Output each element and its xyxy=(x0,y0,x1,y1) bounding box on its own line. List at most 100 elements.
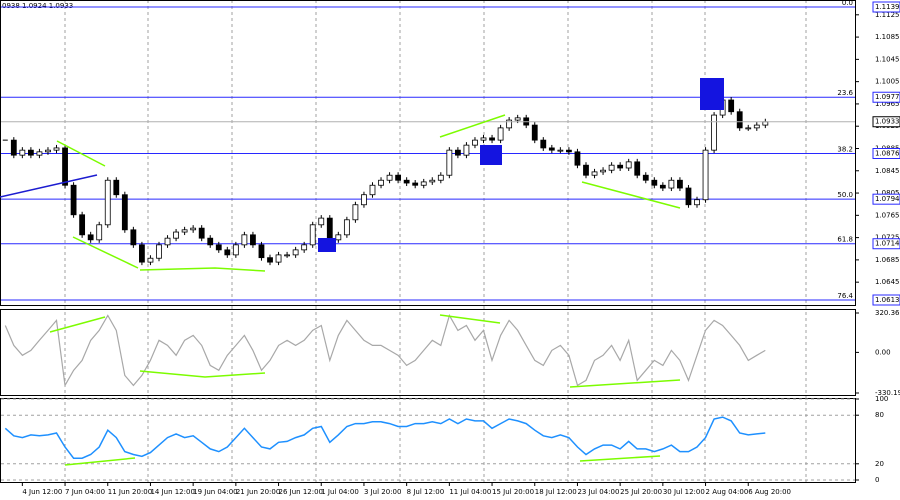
x-tick-label: 7 Jun 04:00 xyxy=(65,488,105,496)
price-label: 1.1139 xyxy=(875,3,900,11)
current-price-box xyxy=(872,116,900,128)
y-tick-label: 0 xyxy=(875,476,879,484)
candle xyxy=(420,181,427,186)
candle xyxy=(19,149,26,156)
signal-box xyxy=(700,78,724,110)
price-panel-frame xyxy=(0,0,856,306)
price-label-box xyxy=(872,238,900,250)
y-tick-label: 80 xyxy=(875,411,884,419)
price-label: 1.0613 xyxy=(875,296,900,304)
x-tick-label: 8 Jul 12:00 xyxy=(407,488,445,496)
candle xyxy=(27,149,34,156)
candle xyxy=(36,151,43,156)
divergence-line xyxy=(579,455,661,462)
candle xyxy=(258,244,265,259)
candle xyxy=(45,149,51,153)
y-tick-label: 20 xyxy=(875,460,884,468)
candle xyxy=(79,214,86,236)
x-tick-label: 11 Jun 20:00 xyxy=(108,488,152,496)
candle xyxy=(540,139,547,149)
candle xyxy=(250,234,256,246)
candle xyxy=(514,117,521,121)
candle xyxy=(728,99,735,113)
candle xyxy=(745,127,752,130)
drawings xyxy=(0,78,724,466)
candle xyxy=(694,199,700,206)
candle xyxy=(736,111,743,129)
x-tick-label: 19 Jun 04:00 xyxy=(193,488,237,496)
divergence-line xyxy=(439,314,501,324)
x-tick-label: 21 Jun 20:00 xyxy=(236,488,280,496)
candle xyxy=(642,174,649,181)
x-tick-label: 2 Aug 04:00 xyxy=(706,488,749,496)
fib-level-name: 23.6 xyxy=(837,89,853,97)
y-tick-label: 1.0805 xyxy=(875,189,900,197)
candle xyxy=(139,244,145,263)
candle xyxy=(335,234,342,241)
y-tick-label: 1.0765 xyxy=(875,211,900,219)
candle xyxy=(583,164,589,176)
candle xyxy=(267,257,273,263)
candle xyxy=(625,161,632,169)
x-tick-label: 4 Jun 12:00 xyxy=(22,488,62,496)
candle xyxy=(62,147,68,186)
candle xyxy=(634,161,641,176)
candle xyxy=(702,149,709,201)
candle xyxy=(70,184,77,216)
candle xyxy=(600,169,606,173)
price-label-box xyxy=(872,193,900,205)
candle xyxy=(685,187,692,206)
candle xyxy=(677,179,683,189)
symbol-info: 0938 1.0924 1.0933 xyxy=(2,2,73,10)
y-tick-label: 1.0725 xyxy=(875,234,900,242)
candle xyxy=(454,149,461,156)
y-tick-label: 1.0685 xyxy=(875,256,900,264)
price-label: 1.0794 xyxy=(875,195,900,203)
x-tick-label: 25 Jul 20:00 xyxy=(620,488,662,496)
y-tick-label: 1.1005 xyxy=(875,78,900,86)
candle xyxy=(403,179,410,184)
fib-level-name: 50.0 xyxy=(837,191,853,199)
candle xyxy=(96,224,103,241)
candle xyxy=(121,194,128,231)
y-tick-label: 1.1085 xyxy=(875,33,900,41)
candle xyxy=(566,149,572,153)
x-tick-label: 23 Jul 04:00 xyxy=(577,488,619,496)
candle xyxy=(130,229,137,246)
x-tick-label: 26 Jun 12:00 xyxy=(279,488,323,496)
candle xyxy=(548,147,555,151)
y-tick-label: -330.193 xyxy=(875,389,900,397)
divergence-line xyxy=(64,457,136,466)
candle xyxy=(87,234,94,241)
candle xyxy=(753,124,760,129)
candle xyxy=(361,194,367,206)
divergence-line xyxy=(49,316,106,333)
candle xyxy=(284,254,290,257)
candle xyxy=(164,237,171,246)
divergence-line xyxy=(581,181,681,209)
candle xyxy=(531,124,538,141)
candle xyxy=(318,217,325,226)
x-tick-label: 6 Aug 20:00 xyxy=(748,488,791,496)
candle xyxy=(326,217,333,241)
candle xyxy=(207,237,214,246)
candle xyxy=(156,244,162,259)
x-tick-label: 11 Jul 04:00 xyxy=(449,488,491,496)
y-tick-label: 1.1045 xyxy=(875,55,900,63)
candle xyxy=(309,224,316,246)
y-tick-label: 320.3615 xyxy=(875,309,900,317)
indicator-line xyxy=(4,416,766,459)
candle xyxy=(241,234,248,246)
candle xyxy=(472,139,478,146)
fib-level-name: 76.4 xyxy=(837,292,853,300)
candle xyxy=(668,179,675,189)
candle xyxy=(557,149,564,152)
price-label: 1.0876 xyxy=(875,150,900,158)
candle xyxy=(386,174,393,181)
y-tick-label: 1.1125 xyxy=(875,11,900,19)
candle xyxy=(181,229,188,233)
divergence-line xyxy=(139,370,266,378)
x-tick-label: 1 Jul 04:00 xyxy=(321,488,359,496)
